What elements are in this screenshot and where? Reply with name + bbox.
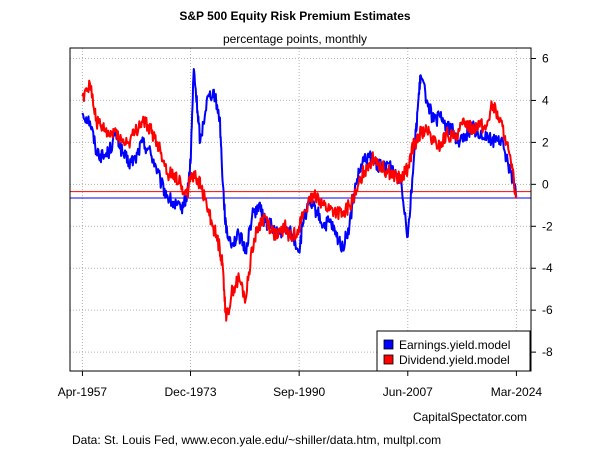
x-tick-label: Mar-2024 xyxy=(491,385,543,399)
y-tick-label: -4 xyxy=(542,261,553,275)
y-tick-label: 2 xyxy=(542,135,549,149)
y-tick-label: -6 xyxy=(542,303,553,317)
chart-title: S&P 500 Equity Risk Premium Estimates xyxy=(179,9,411,23)
credit-site: CapitalSpectator.com xyxy=(413,410,527,424)
y-axis: 6 4 2 0 -2 -4 -6 -8 xyxy=(531,51,553,359)
y-tick-label: 0 xyxy=(542,177,549,191)
chart-subtitle: percentage points, monthly xyxy=(223,32,367,46)
legend-box xyxy=(376,330,531,372)
x-tick-label: Apr-1957 xyxy=(58,385,108,399)
y-tick-label: -8 xyxy=(542,345,553,359)
legend-swatch-earnings xyxy=(383,339,394,350)
y-tick-label: 4 xyxy=(542,93,549,107)
x-axis: Apr-1957 Dec-1973 Sep-1990 Jun-2007 Mar-2024 xyxy=(58,371,543,399)
reference-lines xyxy=(70,191,531,199)
legend: Earnings.yield.model Dividend.yield.mode… xyxy=(376,330,531,372)
x-tick-label: Dec-1973 xyxy=(165,385,217,399)
x-tick-label: Sep-1990 xyxy=(273,385,325,399)
plot-area-frame xyxy=(69,47,532,372)
series-lines xyxy=(81,68,518,322)
grid xyxy=(70,48,531,371)
x-tick-label: Jun-2007 xyxy=(383,385,433,399)
legend-swatch-dividend xyxy=(383,354,394,365)
y-tick-label: -2 xyxy=(542,219,553,233)
legend-label-earnings: Earnings.yield.model xyxy=(399,338,510,352)
legend-label-dividend: Dividend.yield.model xyxy=(399,353,510,367)
data-source-note: Data: St. Louis Fed, www.econ.yale.edu/~… xyxy=(72,433,441,447)
series-line-dividend xyxy=(81,79,518,322)
y-tick-label: 6 xyxy=(542,51,549,65)
